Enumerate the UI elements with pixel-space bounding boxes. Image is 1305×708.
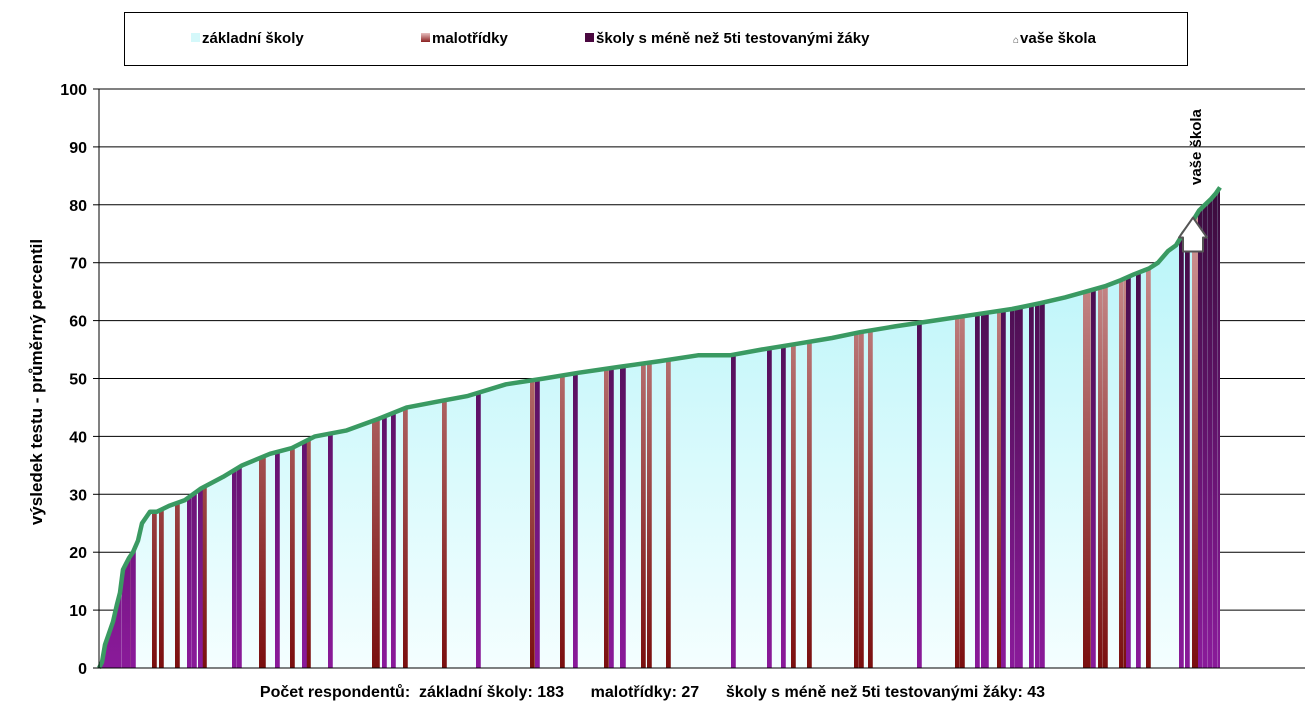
bar-few-tested-school [535,187,540,668]
bar-few-tested-school [981,187,986,668]
y-tick-labels: 0 10 20 30 40 50 60 70 80 90 100 [60,82,87,678]
bar-small-village-school [530,187,535,668]
legend-label: školy s méně než 5ti testovanými žáky [596,30,870,47]
bar-few-tested-school [917,187,922,668]
bar-few-tested-school [984,187,989,668]
your-school-marker[interactable]: vaše škola [1178,108,1208,253]
y-tick-label: 50 [69,372,87,389]
bar-few-tested-school [1010,187,1015,668]
bar-small-village-school [868,187,873,668]
legend-label: základní školy [202,30,304,47]
bar-small-village-school [1086,187,1091,668]
bar-few-tested-school [1040,187,1045,668]
bar-few-tested-school [621,187,626,668]
legend-item-small-village-schools: malotřídky [421,30,508,48]
bar-few-tested-school [1203,187,1208,668]
bar-small-village-school [1146,187,1151,668]
bar-few-tested-school [767,187,772,668]
y-tick-label: 20 [69,545,87,562]
percentile-curve [97,186,1222,670]
bar-small-village-school [1083,187,1088,668]
bar-small-village-school [859,187,864,668]
bar-small-village-school [960,187,965,668]
legend-swatch [421,33,430,42]
bar-few-tested-school [1179,187,1184,668]
legend-swatch [585,33,594,42]
bar-small-village-school [442,187,447,668]
basic-schools-area [99,187,1220,668]
bar-few-tested-school [1018,187,1023,668]
bar-few-tested-school [1185,187,1190,668]
bar-small-village-school [997,187,1002,668]
legend: základní školy malotřídky školy s méně n… [124,12,1188,66]
bar-few-tested-school [1136,187,1141,668]
house-icon: ⌂ [1013,35,1020,46]
bar-few-tested-school [1001,187,1006,668]
bar-small-village-school [647,187,652,668]
bar-small-village-school [372,187,377,668]
bar-small-village-school [641,187,646,668]
bar-small-village-school [955,187,960,668]
y-tick-label: 80 [69,198,87,215]
bar-few-tested-school [573,187,578,668]
bar-small-village-school [791,187,796,668]
legend-item-your-school: ⌂vaše škola [1013,30,1096,50]
y-tick-label: 30 [69,487,87,504]
bar-few-tested-school [731,187,736,668]
bar-few-tested-school [1208,187,1213,668]
bar-few-tested-school [1029,187,1034,668]
bar-small-village-school [807,187,812,668]
bar-few-tested-school [609,187,614,668]
y-tick-label: 90 [69,140,87,157]
house-icon [1178,216,1208,253]
bar-few-tested-school [1218,187,1220,668]
y-tick-label: 40 [69,429,87,446]
bar-few-tested-school [975,187,980,668]
bar-few-tested-school [1091,187,1096,668]
bar-small-village-school [604,187,609,668]
y-tick-label: 0 [78,661,87,678]
bar-small-village-school [1098,187,1103,668]
bar-few-tested-school [391,187,396,668]
bar-small-village-school [1103,187,1108,668]
bar-small-village-school [666,187,671,668]
y-tick-label: 10 [69,603,87,620]
bar-few-tested-school [1198,187,1203,668]
y-tick-label: 100 [60,82,87,99]
bar-small-village-school [403,187,408,668]
bar-few-tested-school [781,187,786,668]
y-tick-label: 70 [69,256,87,273]
y-tick-label: 60 [69,314,87,331]
legend-label: vaše škola [1020,30,1096,47]
legend-swatch [191,33,200,42]
bar-few-tested-school [1126,187,1131,668]
bar-few-tested-school [1213,187,1218,668]
respondent-count-footer: Počet respondentů: základní školy: 183 m… [259,684,1046,701]
bar-few-tested-school [382,187,387,668]
bar-small-village-school [375,187,380,668]
y-axis-label: výsledek testu - průměrný percentil [27,239,46,525]
bar-few-tested-school [1035,187,1040,668]
bar-few-tested-school [1015,187,1020,668]
bar-small-village-school [854,187,859,668]
legend-item-basic-schools: základní školy [191,30,304,48]
bar-few-tested-school [476,187,481,668]
your-school-label: vaše škola [1188,108,1205,185]
bar-small-village-school [560,187,565,668]
bar-small-village-school [1119,187,1124,668]
legend-item-few-tested-schools: školy s méně než 5ti testovanými žáky [585,30,869,48]
legend-label: malotřídky [432,30,508,47]
bar-small-village-school [1192,187,1197,668]
